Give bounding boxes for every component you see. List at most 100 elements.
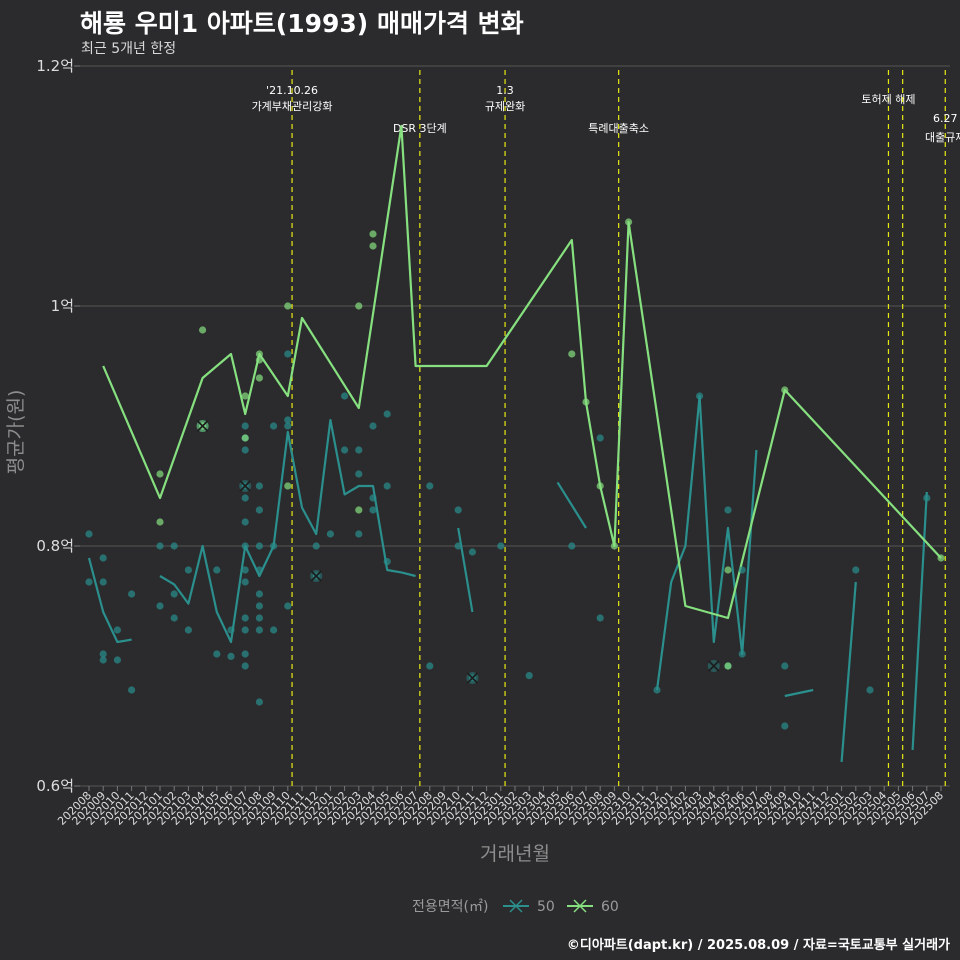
y-tick-label: 0.6억 <box>36 777 74 795</box>
data-point-50 <box>355 530 363 538</box>
data-point-50 <box>99 578 107 586</box>
data-point-50 <box>284 422 292 430</box>
data-point-50 <box>284 416 292 424</box>
data-point-60 <box>625 218 633 226</box>
data-point-50 <box>241 494 249 502</box>
event-label: 가계부채관리강화 <box>252 100 333 113</box>
data-point-60 <box>369 230 377 238</box>
data-point-50 <box>255 482 263 490</box>
data-point-50 <box>255 506 263 514</box>
data-point-60 <box>199 326 207 334</box>
data-point-50 <box>426 662 434 670</box>
event-label: 규제완화 <box>485 100 525 113</box>
cancel-mark <box>310 570 322 582</box>
event-label: 1.3 <box>496 84 514 97</box>
data-point-60 <box>355 302 363 310</box>
event-label: DSR 3단계 <box>393 122 447 135</box>
x-axis-title: 거래년월 <box>480 843 550 865</box>
data-point-50 <box>355 470 363 478</box>
data-point-50 <box>341 446 349 454</box>
data-point-50 <box>383 482 391 490</box>
data-point-50 <box>923 494 931 502</box>
data-point-50 <box>426 482 434 490</box>
data-point-50 <box>568 542 576 550</box>
data-point-50 <box>241 542 249 550</box>
series-line-50 <box>840 581 857 763</box>
data-point-50 <box>241 650 249 658</box>
data-point-50 <box>184 626 192 634</box>
data-point-60 <box>156 518 164 526</box>
chart-subtitle: 최근 5개년 한정 <box>81 41 177 57</box>
legend-item-60: 60 <box>567 899 619 915</box>
data-point-50 <box>738 650 746 658</box>
data-point-50 <box>156 542 164 550</box>
data-point-50 <box>227 626 235 634</box>
data-point-60 <box>610 542 619 550</box>
data-point-60 <box>724 566 732 574</box>
data-point-50 <box>184 566 192 574</box>
series-line-50 <box>87 557 132 644</box>
data-point-50 <box>596 434 604 442</box>
data-point-50 <box>454 506 462 514</box>
data-point-60 <box>369 242 377 250</box>
data-point-50 <box>653 686 661 694</box>
cancel-mark <box>197 420 209 432</box>
data-point-50 <box>227 652 235 661</box>
data-point-60 <box>937 554 945 562</box>
series-line-60 <box>102 124 942 620</box>
cancel-mark <box>239 480 251 492</box>
data-point-50 <box>255 614 263 622</box>
data-point-50 <box>255 590 263 598</box>
data-point-50 <box>781 722 789 730</box>
data-point-50 <box>113 626 121 634</box>
data-point-50 <box>241 578 249 586</box>
data-point-50 <box>369 422 377 430</box>
data-point-50 <box>99 554 107 562</box>
data-point-50 <box>781 662 789 670</box>
y-tick-labels: 0.6억 0.8억 1억 1.2억 <box>36 57 74 795</box>
data-point-50 <box>369 494 377 502</box>
data-point-50 <box>213 566 221 574</box>
data-point-50 <box>312 542 320 550</box>
series-line-50 <box>159 418 416 644</box>
legend-item-50: 50 <box>503 899 555 915</box>
data-point-50 <box>866 686 874 694</box>
data-point-50 <box>525 672 533 680</box>
data-point-50 <box>170 614 178 622</box>
data-point-50 <box>113 656 121 664</box>
data-point-50 <box>341 392 349 400</box>
series-line-50 <box>655 394 758 691</box>
data-point-50 <box>270 422 278 430</box>
data-point-50 <box>497 542 505 550</box>
data-point-50 <box>255 542 263 550</box>
data-point-60 <box>781 386 789 394</box>
data-point-50 <box>284 350 292 358</box>
data-point-50 <box>241 422 249 430</box>
data-point-60 <box>255 374 263 382</box>
y-axis-title: 평균가(원) <box>5 390 27 475</box>
data-point-50 <box>85 530 93 538</box>
data-point-60 <box>568 350 576 358</box>
data-point-50 <box>241 614 249 622</box>
data-point-50 <box>170 590 178 598</box>
data-point-50 <box>241 446 249 454</box>
data-point-50 <box>738 566 746 574</box>
data-point-50 <box>255 602 263 610</box>
data-point-50 <box>383 410 391 418</box>
data-point-50 <box>213 650 221 658</box>
data-point-50 <box>270 626 278 634</box>
data-point-60 <box>156 470 164 478</box>
data-point-50 <box>255 566 263 574</box>
data-point-50 <box>128 686 136 694</box>
chart-title: 해룡 우미1 아파트(1993) 매매가격 변화 <box>80 9 524 38</box>
y-tick-label: 1억 <box>51 297 74 315</box>
data-point-50 <box>99 656 107 664</box>
data-point-50 <box>241 662 249 670</box>
legend-label-60: 60 <box>601 899 619 915</box>
legend-label-50: 50 <box>537 899 555 915</box>
data-point-50 <box>241 626 249 634</box>
data-point-50 <box>355 446 363 454</box>
data-point-50 <box>156 602 164 610</box>
data-point-50 <box>170 542 178 550</box>
event-label: '21.10.26 <box>266 84 318 97</box>
